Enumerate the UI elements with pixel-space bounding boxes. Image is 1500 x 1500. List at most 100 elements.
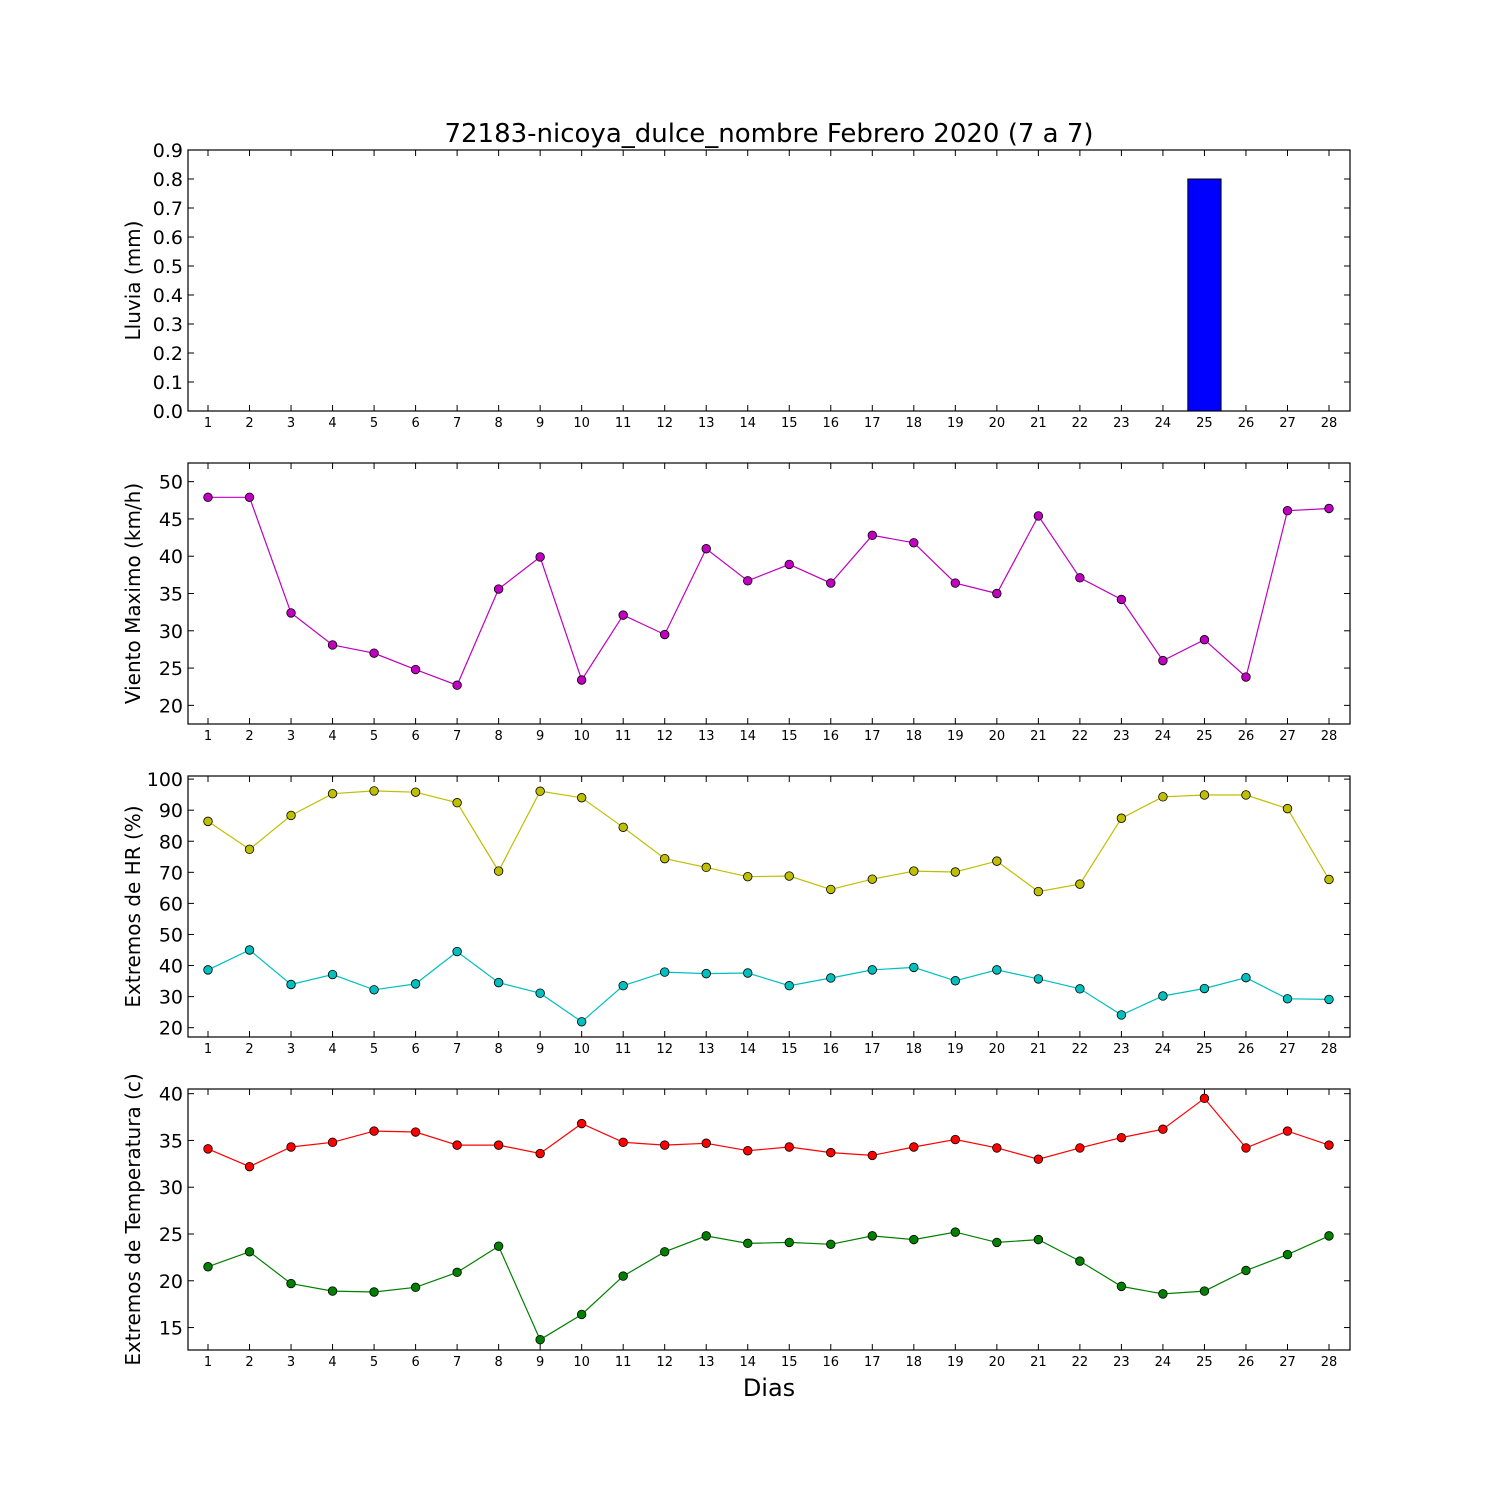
x-tick-label: 16 (823, 416, 840, 431)
series-line-1 (207, 1097, 1330, 1168)
data-point (1199, 1286, 1210, 1296)
x-tick-label: 5 (370, 729, 378, 744)
data-point (743, 871, 753, 882)
data-point (784, 871, 794, 881)
data-point (784, 1142, 794, 1152)
x-tick-label: 25 (1196, 1355, 1213, 1370)
x-tick-label: 22 (1072, 729, 1089, 744)
data-point (244, 1247, 255, 1257)
y-tick-label: 90 (159, 800, 183, 822)
y-tick-label: 60 (159, 893, 183, 915)
data-point (743, 968, 753, 978)
data-point (784, 559, 794, 570)
x-tick-label: 28 (1321, 1355, 1338, 1370)
x-tick-label: 22 (1072, 1355, 1089, 1370)
y-tick-label: 80 (159, 831, 183, 853)
data-point (576, 793, 587, 803)
data-point (1324, 1231, 1334, 1241)
x-tick-label: 1 (204, 416, 212, 431)
x-tick-label: 9 (536, 1042, 544, 1057)
y-tick-label: 20 (159, 1271, 183, 1293)
x-tick-label: 4 (328, 416, 336, 431)
bar (1187, 178, 1222, 412)
x-tick-label: 10 (573, 1355, 590, 1370)
data-point (452, 798, 462, 808)
y-tick-label: 35 (159, 1130, 183, 1152)
data-point (1324, 1140, 1334, 1150)
data-point (1116, 1132, 1127, 1143)
data-point (909, 866, 919, 876)
data-point (867, 1150, 877, 1161)
plot-area (187, 775, 1351, 1038)
x-tick-label: 6 (411, 1355, 419, 1370)
x-tick-label: 26 (1238, 416, 1255, 431)
data-point (1116, 594, 1127, 605)
data-point (701, 544, 711, 554)
y-tick-label: 30 (159, 987, 183, 1009)
data-point (327, 789, 338, 799)
data-point (784, 1237, 794, 1248)
x-tick-label: 28 (1321, 416, 1338, 431)
data-point (826, 973, 836, 983)
x-tick-label: 27 (1279, 1042, 1296, 1057)
data-point (493, 1140, 504, 1150)
data-point (1324, 994, 1334, 1005)
data-point (1033, 974, 1044, 984)
x-tick-label: 7 (453, 416, 461, 431)
data-point (369, 985, 379, 995)
data-point (1033, 511, 1044, 521)
x-tick-label: 23 (1113, 1042, 1130, 1057)
x-tick-label: 28 (1321, 1042, 1338, 1057)
x-tick-label: 25 (1196, 729, 1213, 744)
data-point (992, 1143, 1002, 1153)
x-tick-label: 11 (615, 416, 632, 431)
x-tick-label: 13 (698, 1042, 715, 1057)
data-point (660, 967, 670, 977)
x-tick-label: 17 (864, 1355, 881, 1370)
data-point (618, 1271, 628, 1281)
x-tick-label: 3 (287, 1042, 295, 1057)
x-tick-label: 5 (370, 1355, 378, 1370)
y-axis-label: Viento Maximo (km/h) (121, 483, 145, 704)
y-tick-label: 70 (159, 862, 183, 884)
x-tick-label: 21 (1030, 416, 1047, 431)
data-point (950, 1134, 961, 1145)
x-tick-label: 25 (1196, 1042, 1213, 1057)
x-tick-label: 18 (906, 729, 923, 744)
x-tick-label: 6 (411, 729, 419, 744)
y-tick-label: 20 (159, 695, 183, 717)
data-point (286, 979, 296, 990)
data-point (1282, 994, 1293, 1004)
data-point (701, 968, 711, 979)
y-tick-label: 25 (159, 658, 183, 680)
y-tick-label: 50 (159, 472, 183, 494)
y-tick-label: 0.5 (153, 256, 183, 278)
data-point (203, 965, 213, 975)
x-tick-label: 20 (989, 1042, 1006, 1057)
data-point (909, 1142, 919, 1152)
x-tick-label: 14 (739, 729, 756, 744)
x-tick-label: 11 (615, 1042, 632, 1057)
x-tick-label: 22 (1072, 416, 1089, 431)
data-point (1033, 1234, 1044, 1245)
data-point (1241, 1143, 1251, 1153)
data-point (826, 884, 836, 895)
x-tick-label: 28 (1321, 729, 1338, 744)
x-tick-label: 14 (739, 416, 756, 431)
data-point (826, 1239, 836, 1249)
x-tick-label: 13 (698, 1355, 715, 1370)
series-line-1 (208, 496, 1330, 686)
data-point (493, 1241, 504, 1251)
data-point (909, 1234, 919, 1245)
data-point (1324, 503, 1334, 514)
y-tick-label: 30 (159, 621, 183, 643)
x-tick-label: 23 (1113, 1355, 1130, 1370)
y-axis-label: Lluvia (mm) (121, 221, 145, 341)
x-tick-label: 13 (698, 416, 715, 431)
x-tick-label: 2 (245, 1042, 253, 1057)
x-tick-label: 27 (1279, 729, 1296, 744)
data-point (493, 977, 504, 988)
x-tick-label: 2 (245, 416, 253, 431)
data-point (950, 578, 961, 588)
